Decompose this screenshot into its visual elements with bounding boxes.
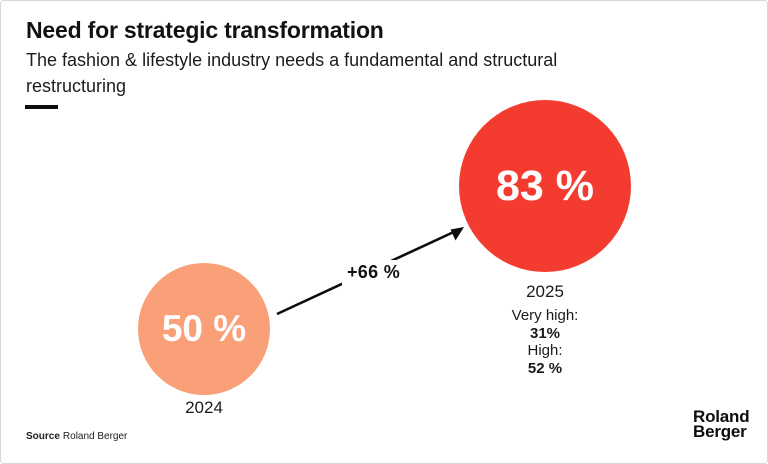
source-value: Roland Berger [62,431,128,442]
breakdown-very-high-value: 31% [529,324,561,342]
year-label-2024: 2024 [185,398,223,417]
bubble-2025-value: 83 % [495,161,594,210]
breakdown-high-value: 52 % [527,359,563,377]
roland-berger-logo: Roland Berger [693,407,750,441]
bubble-2024-value: 50 % [161,308,247,349]
breakdown-high-label: High: [527,342,563,359]
title-dash-divider [25,105,58,109]
logo-line-2: Berger [693,421,747,441]
bubble-2025: 83 % [459,100,631,272]
source-label: Source [26,431,60,442]
year-label-2025: 2025 [526,282,564,301]
breakdown-very-high-label: Very high: [511,307,579,324]
source-line: Source Roland Berger [26,431,127,442]
change-label: +66 % [342,260,406,285]
page-title: Need for strategic transformation [26,17,384,43]
logo-line-1: Roland [693,407,750,426]
bubble-2024: 50 % [138,263,270,395]
breakdown-2025: Very high: 31% High: 52 % [475,307,615,377]
page-subtitle: The fashion & lifestyle industry needs a… [26,50,558,96]
